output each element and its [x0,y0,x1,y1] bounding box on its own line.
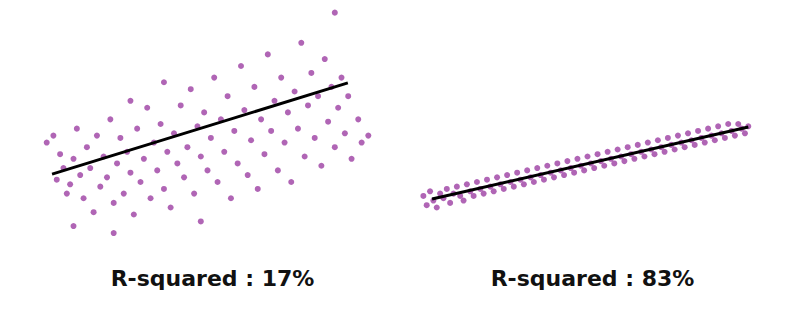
svg-text:R-squared : 83%: R-squared : 83% [491,266,695,291]
svg-text:R-squared : 17%: R-squared : 17% [111,266,315,291]
